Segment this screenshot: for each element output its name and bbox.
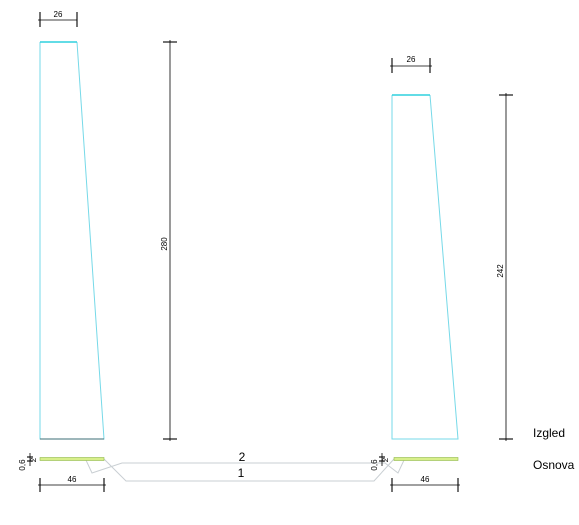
left-slab-dimensions: 0,6 2	[18, 453, 38, 471]
right-height-text: 242	[496, 264, 505, 278]
plan-label: Osnova	[533, 458, 575, 472]
right-base-slab	[393, 457, 459, 461]
left-slab-offset-text: 2	[29, 457, 38, 462]
left-base-slab	[39, 457, 105, 461]
left-base-width-dimension: 46	[38, 475, 106, 492]
left-base-width-text: 46	[68, 475, 77, 484]
plan-view: 2 1	[39, 450, 459, 482]
left-height-dimension: 280	[160, 40, 177, 441]
plan-lower-path-number: 1	[238, 466, 245, 480]
right-height-dimension: 242	[496, 93, 513, 441]
left-slab-thickness-text: 0,6	[18, 459, 27, 471]
elevation-label: Izgled	[533, 426, 565, 440]
left-wall-outline	[39, 41, 105, 440]
left-top-width-text: 26	[54, 10, 63, 19]
right-top-width-text: 26	[407, 55, 416, 64]
right-base-width-dimension: 46	[390, 475, 460, 492]
plan-upper-outline	[84, 457, 406, 474]
right-wall-elevation	[391, 94, 459, 440]
right-base-width-text: 46	[421, 475, 430, 484]
right-top-width-dimension: 26	[390, 55, 432, 73]
left-height-text: 280	[160, 237, 169, 251]
left-wall-elevation	[39, 41, 105, 440]
left-top-width-dimension: 26	[38, 10, 78, 27]
right-slab-thickness-text: 0,6	[370, 459, 379, 471]
right-slab-offset-text: 2	[381, 457, 390, 462]
right-slab-dimensions: 0,6 2	[370, 453, 390, 471]
plan-upper-path-number: 2	[239, 450, 246, 464]
right-wall-outline	[391, 94, 459, 440]
plan-lower-outline	[103, 458, 395, 482]
